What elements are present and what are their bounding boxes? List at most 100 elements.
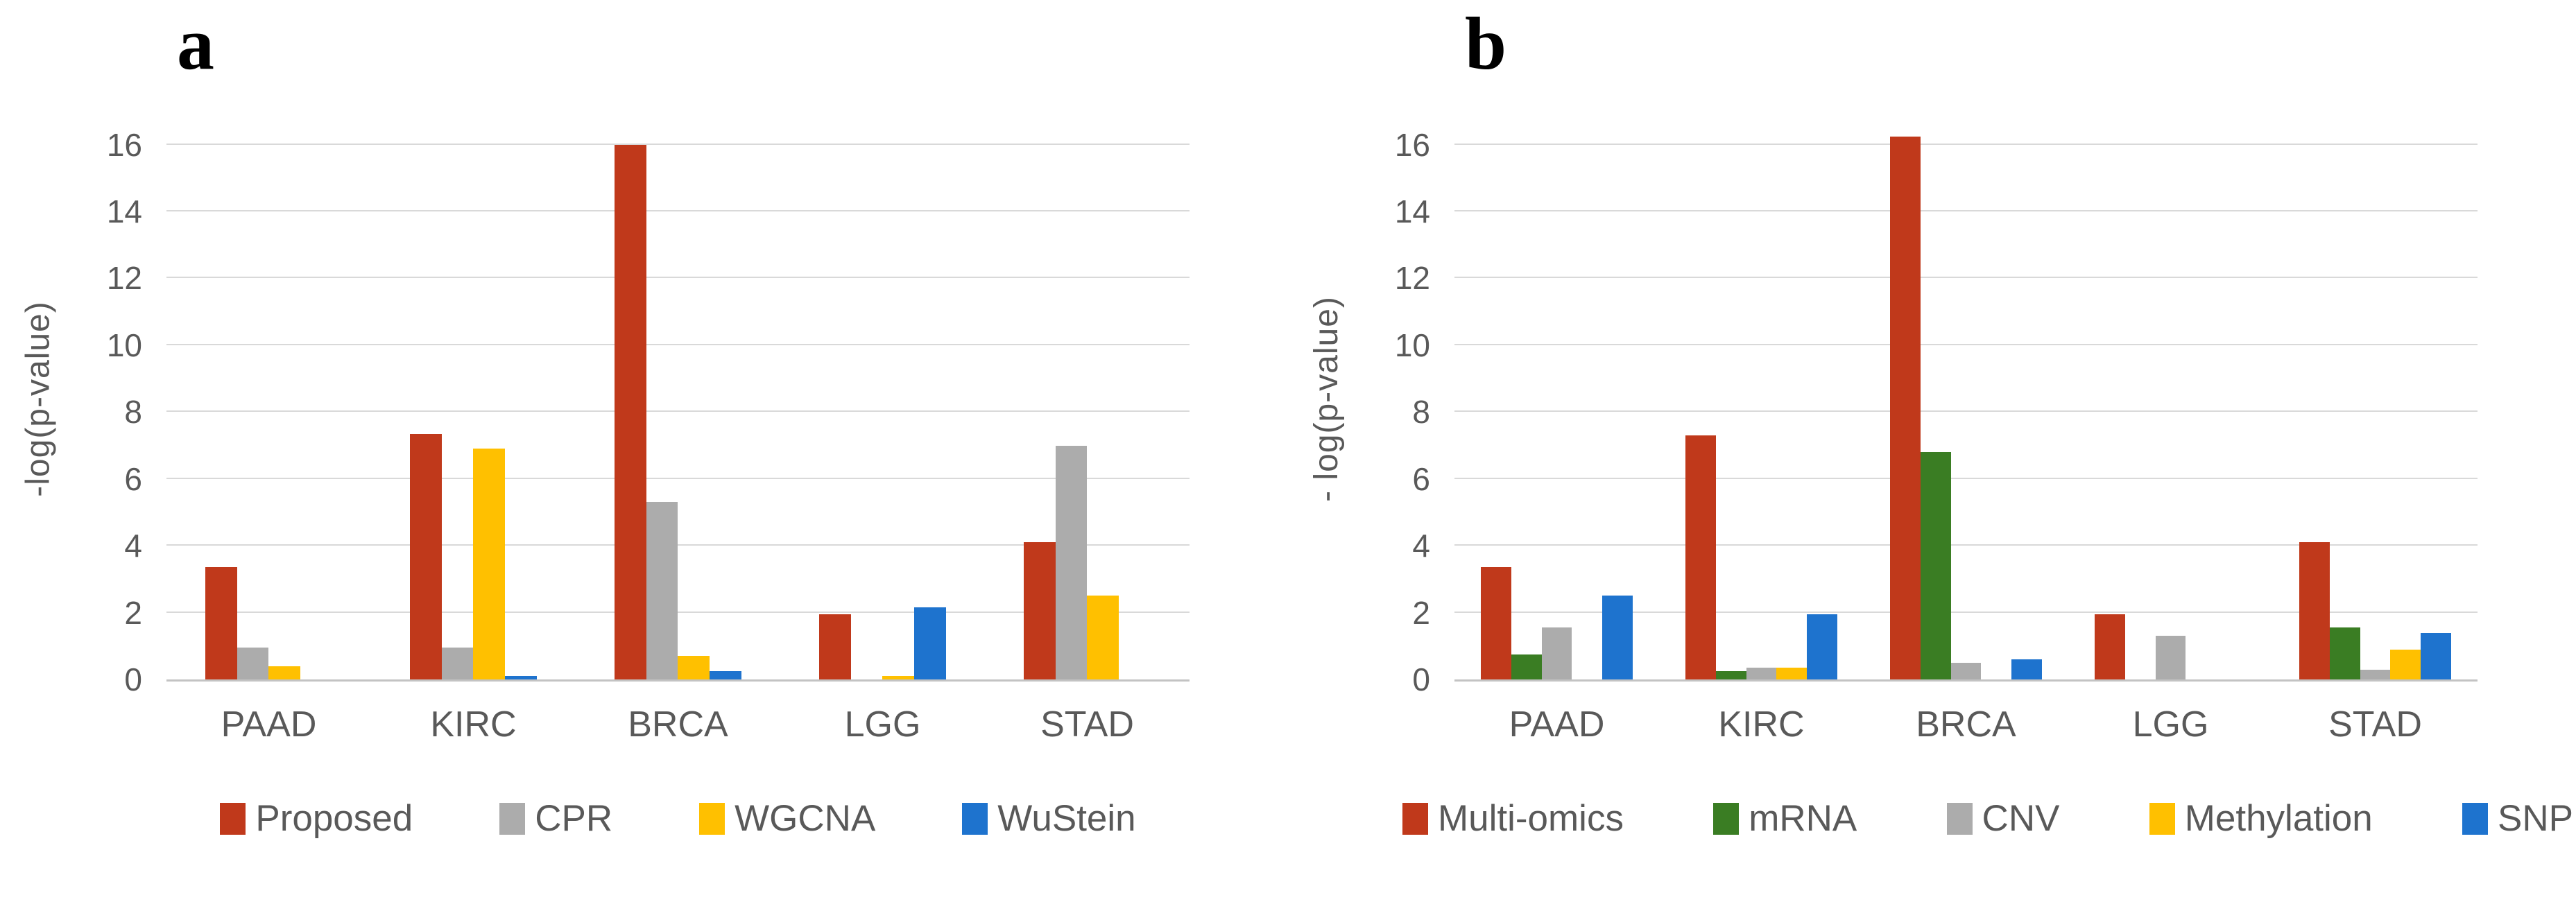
legend-swatch-icon: [1946, 802, 1973, 835]
bar-group-LGG: [780, 118, 985, 679]
panel-letter-a: a: [177, 3, 214, 85]
bar-groups: [1454, 118, 2478, 679]
chart-panel-a: a -log(p-value) 0 2 4 6 8 10 12 14 16 PAAD KIRC BR…: [19, 3, 1190, 840]
x-axis-labels-a: PAAD KIRC BRCA LGG STAD: [166, 704, 1190, 745]
bar-PAAD-SNP: [1602, 596, 1633, 679]
bars: [1024, 118, 1151, 679]
y-tick-label: 10: [106, 327, 142, 363]
gridline-16: [166, 143, 1190, 145]
gridline-4: [1454, 544, 2478, 546]
legend-item-CNV: CNV: [1946, 797, 2059, 840]
bar-group-BRCA: [1864, 118, 2068, 679]
y-axis-ticks-a: 0 2 4 6 8 10 12 14 16: [28, 118, 142, 695]
y-tick-label: 14: [106, 193, 142, 229]
bar-BRCA-SNP: [2011, 659, 2042, 679]
x-label-STAD: STAD: [1040, 704, 1134, 745]
legend-item-CPR: CPR: [499, 797, 612, 840]
bar-LGG-CNV: [2155, 636, 2186, 679]
bar-KIRC-SNP: [1806, 614, 1837, 679]
bar-BRCA-mRNA: [1921, 452, 1951, 679]
bar-KIRC-CNV: [1746, 668, 1777, 679]
gridline-8: [166, 410, 1190, 413]
bar-LGG-Multi-omics: [2095, 614, 2125, 679]
bars: [2095, 118, 2246, 679]
legend-label: SNP: [2498, 798, 2573, 839]
gridline-4: [166, 544, 1190, 546]
x-label-BRCA: BRCA: [1916, 704, 2016, 745]
y-tick-label: 10: [1394, 327, 1430, 363]
legend-swatch-icon: [1402, 802, 1428, 835]
bar-PAAD-Proposed: [205, 567, 237, 679]
legend-swatch-icon: [962, 802, 988, 835]
bar-STAD-Methylation: [2390, 649, 2421, 679]
bar-KIRC-CPR: [441, 648, 474, 679]
y-tick-label: 4: [1412, 528, 1430, 564]
legend-item-WGCNA: WGCNA: [699, 797, 875, 840]
bar-PAAD-CNV: [1541, 627, 1572, 679]
x-label-KIRC: KIRC: [430, 704, 517, 745]
bar-LGG-WGCNA: [882, 676, 915, 679]
bar-PAAD-CPR: [237, 648, 269, 679]
y-tick-label: 0: [124, 661, 142, 697]
x-label-PAAD: PAAD: [221, 704, 317, 745]
x-label-KIRC: KIRC: [1718, 704, 1805, 745]
plot-area-b: [1454, 118, 2478, 682]
legend-swatch-icon: [499, 802, 526, 835]
y-tick-label: 4: [124, 528, 142, 564]
bar-groups: [166, 118, 1190, 679]
y-tick-label: 8: [124, 394, 142, 431]
gridline-16: [1454, 143, 2478, 145]
legend-label: CPR: [535, 798, 613, 839]
bar-group-BRCA: [576, 118, 780, 679]
bars: [410, 118, 537, 679]
bar-LGG-Proposed: [819, 614, 851, 679]
bar-KIRC-Proposed: [410, 433, 442, 679]
bar-STAD-WGCNA: [1087, 596, 1119, 679]
bar-STAD-CNV: [2360, 669, 2391, 679]
bars: [1890, 118, 2042, 679]
y-tick-label: 8: [1412, 394, 1430, 431]
bar-STAD-CPR: [1055, 445, 1088, 679]
bar-PAAD-WGCNA: [268, 666, 301, 679]
legend-swatch-icon: [1713, 802, 1740, 835]
legend-item-WuStein: WuStein: [962, 797, 1136, 840]
gridline-10: [166, 343, 1190, 345]
bar-STAD-SNP: [2420, 632, 2451, 679]
bars: [205, 118, 332, 679]
x-axis-labels-b: PAAD KIRC BRCA LGG STAD: [1454, 704, 2478, 745]
x-label-PAAD: PAAD: [1509, 704, 1605, 745]
gridline-12: [1454, 277, 2478, 279]
legend-b: Multi-omics mRNA CNV Methylation SNP: [1402, 797, 2573, 840]
bars: [819, 118, 946, 679]
y-tick-label: 12: [1394, 260, 1430, 297]
bars: [615, 118, 741, 679]
bar-KIRC-WGCNA: [473, 449, 506, 679]
bar-STAD-Proposed: [1024, 542, 1056, 679]
y-tick-label: 0: [1412, 661, 1430, 697]
x-label-LGG: LGG: [844, 704, 921, 745]
legend-item-Methylation: Methylation: [2149, 797, 2373, 840]
y-tick-label: 16: [106, 126, 142, 163]
gridline-2: [1454, 611, 2478, 613]
legend-label: mRNA: [1749, 798, 1857, 839]
y-tick-label: 14: [1394, 193, 1430, 229]
bars: [2299, 118, 2451, 679]
legend-label: Multi-omics: [1438, 798, 1624, 839]
bar-PAAD-mRNA: [1511, 654, 1542, 679]
legend-swatch-icon: [2149, 802, 2175, 835]
chart-panel-b: b - log(p-value) 0 2 4 6 8 10 12 14 16 PAAD KIRC B…: [1288, 0, 2576, 902]
y-tick-label: 2: [1412, 594, 1430, 631]
legend-item-SNP: SNP: [2462, 797, 2573, 840]
panel-letter-b: b: [1465, 3, 1507, 85]
legend-swatch-icon: [2462, 802, 2489, 835]
bar-BRCA-Multi-omics: [1890, 136, 1921, 679]
legend-a: Proposed CPR WGCNA WuStein: [166, 797, 1190, 840]
bar-BRCA-WuStein: [710, 670, 741, 679]
bar-LGG-WuStein: [914, 607, 946, 679]
gridline-8: [1454, 410, 2478, 413]
gridline-12: [166, 277, 1190, 279]
gridline-6: [166, 477, 1190, 479]
x-label-BRCA: BRCA: [628, 704, 728, 745]
plot-area-a: [166, 118, 1190, 682]
bar-BRCA-Proposed: [615, 144, 646, 679]
